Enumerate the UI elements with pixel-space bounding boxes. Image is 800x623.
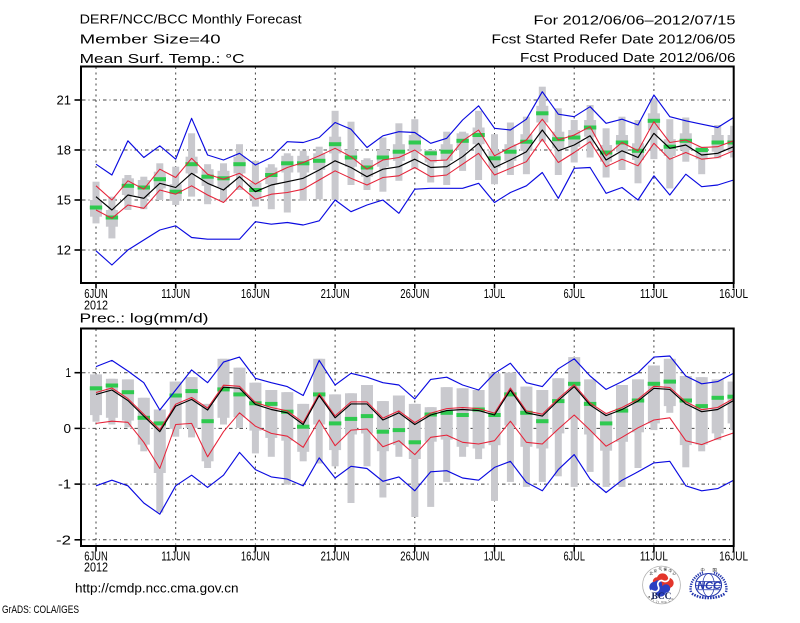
svg-text:GrADS: COLA/IGES: GrADS: COLA/IGES <box>2 604 79 616</box>
svg-text:11JUN: 11JUN <box>161 549 190 564</box>
svg-text:候: 候 <box>664 567 668 572</box>
svg-text:NCC: NCC <box>697 580 722 592</box>
svg-text:21: 21 <box>57 93 72 108</box>
svg-text:N: N <box>662 600 664 604</box>
svg-text:18: 18 <box>57 143 72 158</box>
svg-text:26JUN: 26JUN <box>400 286 429 301</box>
svg-text:BCC: BCC <box>651 592 671 602</box>
svg-text:16JUL: 16JUL <box>719 549 748 564</box>
svg-text:26JUN: 26JUN <box>400 549 429 564</box>
svg-text:Prec.: log(mm/d): Prec.: log(mm/d) <box>80 311 209 326</box>
svg-text:16JUL: 16JUL <box>719 286 748 301</box>
svg-text:北: 北 <box>650 571 654 576</box>
svg-text:11JUL: 11JUL <box>640 549 668 564</box>
svg-text:国: 国 <box>713 568 717 574</box>
svg-text:1JUL: 1JUL <box>484 549 506 564</box>
svg-text:12: 12 <box>57 243 72 258</box>
svg-text:1: 1 <box>66 365 72 380</box>
svg-text:21JUN: 21JUN <box>321 286 350 301</box>
svg-text:21JUN: 21JUN <box>321 549 350 564</box>
svg-text:心: 心 <box>673 571 677 576</box>
svg-text:B: B <box>649 595 651 599</box>
svg-text:C: C <box>672 597 674 601</box>
svg-text:For 2012/06/06–2012/07/15: For 2012/06/06–2012/07/15 <box>534 13 736 28</box>
svg-text:Fcst Started Refer Date 2012/0: Fcst Started Refer Date 2012/06/05 <box>492 32 736 47</box>
svg-text:E: E <box>651 597 653 601</box>
svg-text:Member Size=40: Member Size=40 <box>80 32 221 47</box>
svg-text:11JUN: 11JUN <box>161 286 190 301</box>
svg-text:0: 0 <box>64 421 72 436</box>
svg-text:6JUL: 6JUL <box>563 549 585 564</box>
svg-text:1JUL: 1JUL <box>484 286 506 301</box>
svg-text:15: 15 <box>57 193 72 208</box>
svg-text:6JUN: 6JUN <box>84 286 108 301</box>
svg-text:-1: -1 <box>58 477 71 492</box>
svg-text:DERF/NCC/BCC Monthly Forecast: DERF/NCC/BCC Monthly Forecast <box>80 12 302 27</box>
svg-text:http://cmdp.ncc.cma.gov.cn: http://cmdp.ncc.cma.gov.cn <box>75 581 239 596</box>
svg-text:Mean Surf. Temp.: °C: Mean Surf. Temp.: °C <box>80 51 246 66</box>
svg-text:G: G <box>665 600 667 604</box>
svg-text:16JUN: 16JUN <box>241 286 270 301</box>
svg-text:16JUN: 16JUN <box>241 549 270 564</box>
svg-text:11JUL: 11JUL <box>640 286 668 301</box>
svg-text:C: C <box>669 599 671 603</box>
svg-text:气: 气 <box>659 567 663 572</box>
svg-text:2012: 2012 <box>84 298 108 313</box>
svg-text:J: J <box>656 600 658 604</box>
svg-text:京: 京 <box>654 568 658 573</box>
svg-text:I: I <box>659 600 660 604</box>
svg-text:中: 中 <box>701 567 705 574</box>
svg-text:6JUL: 6JUL <box>563 286 585 301</box>
svg-text:中: 中 <box>669 568 673 573</box>
svg-text:2012: 2012 <box>84 560 108 575</box>
svg-text:Fcst Produced Date 2012/06/06: Fcst Produced Date 2012/06/06 <box>520 50 736 65</box>
svg-text:I: I <box>654 599 655 603</box>
svg-text:-2: -2 <box>56 532 71 547</box>
svg-text:6JUN: 6JUN <box>84 549 108 564</box>
